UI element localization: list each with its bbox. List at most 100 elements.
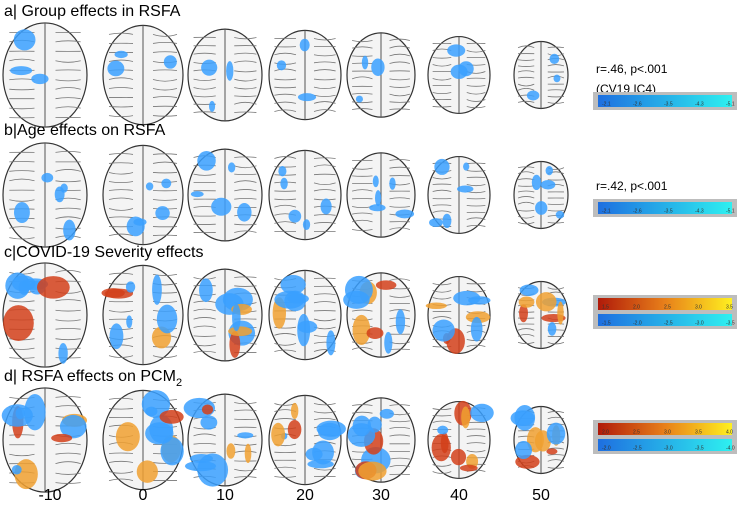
activation-blob (278, 166, 286, 176)
colorbar-label: -4.0 (726, 445, 735, 451)
activation-blob (133, 218, 146, 225)
activation-blob (228, 326, 252, 336)
activation-blob (211, 198, 231, 216)
activation-blob (429, 218, 443, 227)
activation-blob (14, 202, 30, 223)
colorbar-label: -3.0 (664, 445, 673, 451)
activation-blob (546, 166, 553, 175)
activation-blob (535, 201, 547, 215)
colorbar-label: 3.0 (664, 429, 671, 435)
activation-blob (58, 343, 67, 364)
brain-slice (511, 405, 568, 473)
activation-blob (197, 151, 215, 171)
activation-blob (152, 275, 162, 305)
brain-slice (428, 157, 490, 234)
activation-blob (14, 29, 36, 50)
colorbar-label: -2.5 (664, 320, 673, 326)
colorbar-label: -5.1 (726, 208, 735, 214)
brain-slice (3, 263, 87, 367)
brain-slice (347, 398, 415, 482)
brain-slice (103, 145, 183, 244)
activation-blob (358, 462, 386, 481)
activation-blob (237, 203, 251, 222)
title-subscript: 2 (176, 377, 182, 389)
activation-blob (110, 323, 124, 349)
colorbar-label: 3.0 (695, 304, 702, 310)
panel-title: b|Age effects on RSFA (4, 122, 166, 139)
activation-blob (280, 178, 287, 190)
colorbar-label: 2.5 (664, 304, 671, 310)
colorbar-label: 1.5 (602, 304, 609, 310)
activation-blob (245, 444, 252, 463)
activation-blob (41, 173, 53, 183)
activation-blob (116, 422, 140, 451)
stat-text: r=.42, p<.001 (596, 179, 668, 193)
brain-slice (103, 390, 184, 490)
activation-blob (433, 320, 455, 342)
activation-blob (307, 460, 333, 468)
activation-blob (556, 211, 564, 219)
activation-blob (226, 61, 233, 81)
panel-title: c|COVID-19 Severity effects (4, 244, 203, 261)
activation-blob (145, 407, 157, 417)
brain-slice (188, 149, 262, 241)
activation-blob (321, 199, 332, 215)
activation-blob (389, 177, 395, 189)
activation-blob (356, 96, 363, 103)
activation-blob (520, 285, 539, 296)
colorbar-label: 3.5 (695, 429, 702, 435)
activation-blob (470, 404, 494, 422)
activation-blob (547, 423, 566, 445)
activation-blob (519, 296, 535, 307)
colorbar-label: -2.6 (633, 101, 642, 107)
activation-blob (471, 317, 483, 342)
activation-blob (12, 465, 22, 474)
activation-blob (303, 219, 310, 230)
activation-blob (2, 404, 33, 426)
activation-blob (115, 51, 128, 58)
activation-blob (51, 434, 72, 442)
slice-label: -10 (38, 487, 61, 504)
activation-blob (368, 417, 382, 433)
activation-blob (289, 210, 302, 223)
activation-blob (511, 410, 535, 426)
colorbar-label: -4.3 (695, 101, 704, 107)
brain-slice (514, 42, 568, 109)
activation-blob (554, 75, 561, 83)
slice-label: 0 (139, 487, 148, 504)
brain-slice (269, 395, 346, 484)
activation-blob (155, 206, 169, 220)
colorbar-label: 3.5 (726, 304, 733, 310)
activation-blob (343, 291, 370, 309)
activation-blob (353, 315, 371, 345)
activation-blob (362, 56, 368, 70)
activation-blob (548, 322, 557, 336)
brain-slice (269, 30, 341, 119)
brain-slice (343, 273, 415, 357)
brain-slice (426, 277, 491, 354)
activation-blob (126, 281, 135, 292)
activation-blob (426, 303, 447, 309)
activation-blob (317, 421, 346, 437)
activation-blob (457, 185, 473, 192)
activation-blob (532, 175, 541, 190)
activation-blob (60, 183, 67, 192)
activation-blob (200, 415, 217, 429)
activation-blob (515, 441, 532, 459)
brain-slice (428, 401, 494, 479)
activation-blob (101, 288, 124, 298)
brain-slice (3, 23, 87, 127)
activation-blob (432, 434, 451, 461)
activation-blob (164, 55, 177, 68)
brain-slice (269, 270, 341, 359)
activation-blob (451, 449, 466, 465)
activation-blob (384, 332, 392, 354)
activation-blob (201, 60, 217, 76)
colorbar-label: -3.5 (726, 320, 735, 326)
activation-blob (447, 44, 465, 56)
activation-blob (460, 465, 478, 472)
slice-label: 10 (216, 487, 234, 504)
activation-blob (107, 61, 124, 77)
activation-blob (157, 305, 177, 334)
activation-blob (367, 327, 384, 339)
